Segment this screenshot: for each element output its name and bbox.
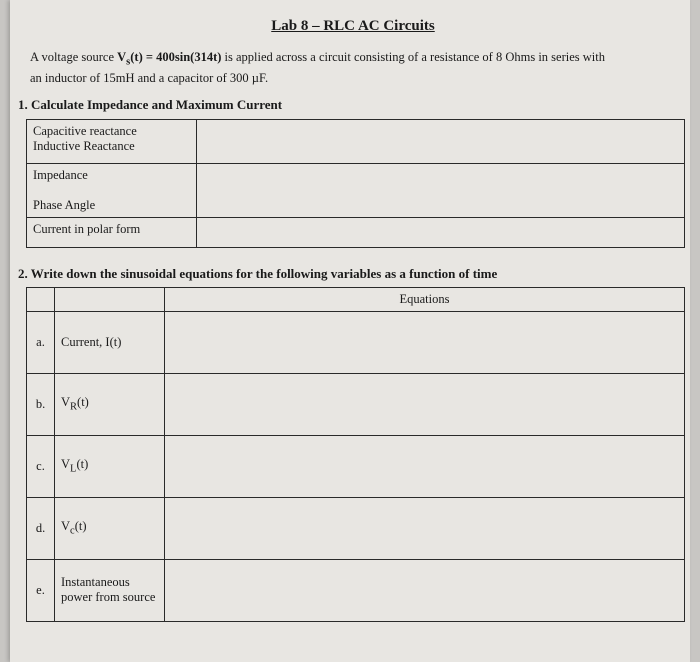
intro-text-3: an inductor of 15mH and a capacitor of 3… <box>30 71 268 85</box>
v-symbol: V <box>61 519 70 533</box>
value-cell <box>197 163 685 217</box>
vs-symbol: V <box>117 50 126 64</box>
row-index: e. <box>27 559 55 621</box>
ind-reactance-label: Inductive Reactance <box>33 139 135 153</box>
equation-cell <box>165 373 685 435</box>
lab-title: Lab 8 – RLC AC Circuits <box>30 18 676 35</box>
v-arg: (t) <box>77 395 89 409</box>
row-index: d. <box>27 497 55 559</box>
section-1-heading: 1. Calculate Impedance and Maximum Curre… <box>18 97 676 113</box>
row-label: Vc(t) <box>55 497 165 559</box>
row-label: Current, I(t) <box>55 311 165 373</box>
equation-cell <box>165 435 685 497</box>
equation-cell <box>165 559 685 621</box>
value-cell <box>197 217 685 247</box>
header-blank-2 <box>55 287 165 311</box>
impedance-table: Capacitive reactance Inductive Reactance… <box>26 119 685 248</box>
row-index: b. <box>27 373 55 435</box>
row-label: Capacitive reactance Inductive Reactance <box>27 119 197 163</box>
row-label: VR(t) <box>55 373 165 435</box>
intro-text-2: is applied across a circuit consisting o… <box>221 50 605 64</box>
equation-cell <box>165 497 685 559</box>
equations-table: Equations a. Current, I(t) b. VR(t) c. V… <box>26 287 685 622</box>
row-label: Impedance Phase Angle <box>27 163 197 217</box>
impedance-label: Impedance <box>33 168 88 182</box>
row-label: Instantaneous power from source <box>55 559 165 621</box>
row-index: a. <box>27 311 55 373</box>
v-symbol: V <box>61 395 70 409</box>
intro-text: A voltage source <box>30 50 117 64</box>
intro-paragraph: A voltage source Vs(t) = 400sin(314t) is… <box>30 49 676 87</box>
cap-reactance-label: Capacitive reactance <box>33 124 137 138</box>
row-label: VL(t) <box>55 435 165 497</box>
v-arg: (t) <box>76 457 88 471</box>
row-label: Current in polar form <box>27 217 197 247</box>
vs-expr: (t) = 400sin(314t) <box>130 50 221 64</box>
row-index: c. <box>27 435 55 497</box>
equation-cell <box>165 311 685 373</box>
v-symbol: V <box>61 457 70 471</box>
header-blank-1 <box>27 287 55 311</box>
v-arg: (t) <box>75 519 87 533</box>
equations-header: Equations <box>165 287 685 311</box>
v-subscript: R <box>70 402 77 413</box>
phase-angle-label: Phase Angle <box>33 198 95 212</box>
value-cell <box>197 119 685 163</box>
section-2-heading: 2. Write down the sinusoidal equations f… <box>18 266 676 282</box>
